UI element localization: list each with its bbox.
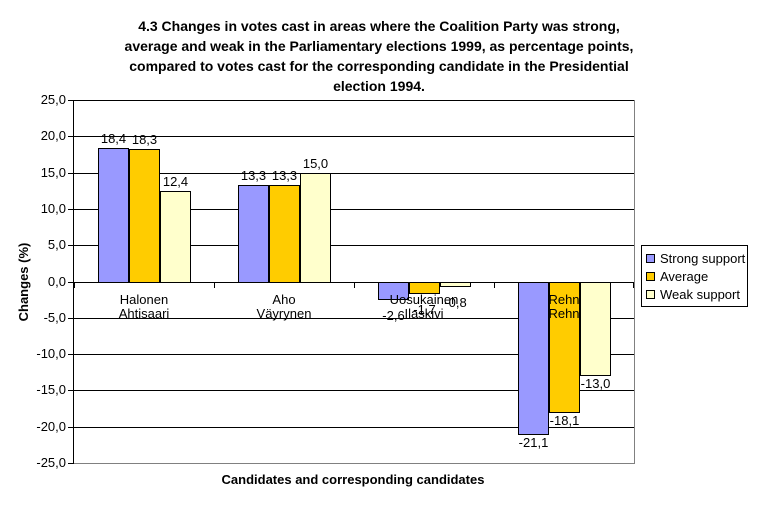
y-tick-label-15,0: 15,0 — [40, 165, 66, 180]
legend-label-average: Average — [660, 268, 709, 284]
y-tick-label-20,0: 20,0 — [40, 128, 66, 143]
chart-title-line-4: election 1994. — [333, 78, 425, 94]
legend-item-strong-support: Strong support — [646, 250, 746, 266]
y-tick-label--25,0: -25,0 — [36, 455, 66, 470]
data-label: 18,4 — [100, 131, 127, 146]
data-label: -21,1 — [518, 435, 549, 450]
weak-support-swatch-icon — [646, 289, 655, 299]
legend-label-weak-support: Weak support — [660, 286, 740, 302]
data-label: 13,3 — [240, 168, 267, 183]
y-tick-label--15,0: -15,0 — [36, 382, 66, 397]
data-label: -18,1 — [549, 413, 580, 428]
chart-title-line-3: compared to votes cast for the correspon… — [129, 58, 629, 74]
y-tick-label-10,0: 10,0 — [40, 201, 66, 216]
y-axis-tick — [68, 427, 74, 428]
category-label-halonen: Halonen — [119, 292, 169, 307]
gridline-5 — [74, 245, 634, 246]
legend: Strong support Average Weak support — [641, 245, 748, 307]
y-axis-tick — [68, 100, 74, 101]
bar-weak-support-uosukainen — [440, 282, 471, 287]
data-label: -0,8 — [444, 295, 467, 310]
category-label-väyrynen: Väyrynen — [256, 306, 312, 321]
gridline-25 — [74, 100, 634, 101]
y-axis-tick — [68, 463, 74, 464]
x-axis-tick — [214, 282, 215, 288]
category-label-uosukainen: Uosukainen — [389, 292, 459, 307]
bar-weak-support-rehn — [580, 282, 611, 376]
x-axis-tick — [74, 282, 75, 288]
gridline-10 — [74, 209, 634, 210]
average-swatch-icon — [646, 271, 655, 281]
gridline--10 — [74, 354, 634, 355]
gridline-15 — [74, 173, 634, 174]
data-label: 15,0 — [302, 156, 329, 171]
strong-support-swatch-icon — [646, 253, 655, 263]
data-label: 18,3 — [131, 132, 158, 147]
x-axis-tick — [494, 282, 495, 288]
y-axis-tick — [68, 318, 74, 319]
y-tick-label--10,0: -10,0 — [36, 346, 66, 361]
legend-label-strong-support: Strong support — [660, 250, 746, 266]
bar-strong-support-halonen — [98, 148, 129, 283]
bar-weak-support-halonen — [160, 191, 191, 283]
x-axis-title: Candidates and corresponding candidates — [221, 472, 485, 487]
data-label: -13,0 — [580, 376, 611, 391]
category-label-rehn: Rehn — [548, 292, 580, 307]
gridline-20 — [74, 136, 634, 137]
bar-average-aho — [269, 185, 300, 283]
bar-weak-support-aho — [300, 173, 331, 283]
y-axis-tick — [68, 354, 74, 355]
bar-average-uosukainen — [409, 282, 440, 294]
category-label-ahtisaari: Ahtisaari — [118, 306, 170, 321]
bar-strong-support-aho — [238, 185, 269, 283]
y-axis-tick — [68, 282, 74, 283]
bar-strong-support-rehn — [518, 282, 549, 435]
chart-title-line-1: 4.3 Changes in votes cast in areas where… — [138, 18, 620, 34]
x-axis-tick — [354, 282, 355, 288]
y-axis-tick — [68, 209, 74, 210]
data-label: -2,6 — [382, 308, 405, 323]
chart-title-line-2: average and weak in the Parliamentary el… — [124, 38, 634, 54]
bar-average-rehn — [549, 282, 580, 413]
y-tick-label-25,0: 25,0 — [40, 92, 66, 107]
y-tick-label-0,0: 0,0 — [47, 274, 66, 289]
y-axis-tick — [68, 136, 74, 137]
legend-item-weak-support: Weak support — [646, 286, 743, 302]
y-tick-label-5,0: 5,0 — [47, 237, 66, 252]
y-tick-label--20,0: -20,0 — [36, 419, 66, 434]
y-axis-tick — [68, 245, 74, 246]
gridline--5 — [74, 318, 634, 319]
category-label-rehn: Rehn — [548, 306, 580, 321]
data-label: 13,3 — [271, 168, 298, 183]
legend-item-average: Average — [646, 268, 743, 284]
category-label-aho: Aho — [272, 292, 296, 307]
y-axis-tick — [68, 390, 74, 391]
gridline--15 — [74, 390, 634, 391]
y-tick-label--5,0: -5,0 — [43, 310, 66, 325]
data-label: 12,4 — [162, 174, 189, 189]
plot-area: Halonen Ahtisaari Aho Väyrynen Uosukainen Ila… — [68, 100, 635, 464]
y-axis-tick — [68, 173, 74, 174]
gridline--20 — [74, 427, 634, 428]
category-label-ilaskivi: Ilaskivi — [404, 306, 444, 321]
bar-average-halonen — [129, 149, 160, 283]
data-label: -1,7 — [413, 302, 436, 317]
bar-strong-support-uosukainen — [378, 282, 409, 300]
x-axis-tick — [633, 282, 634, 288]
